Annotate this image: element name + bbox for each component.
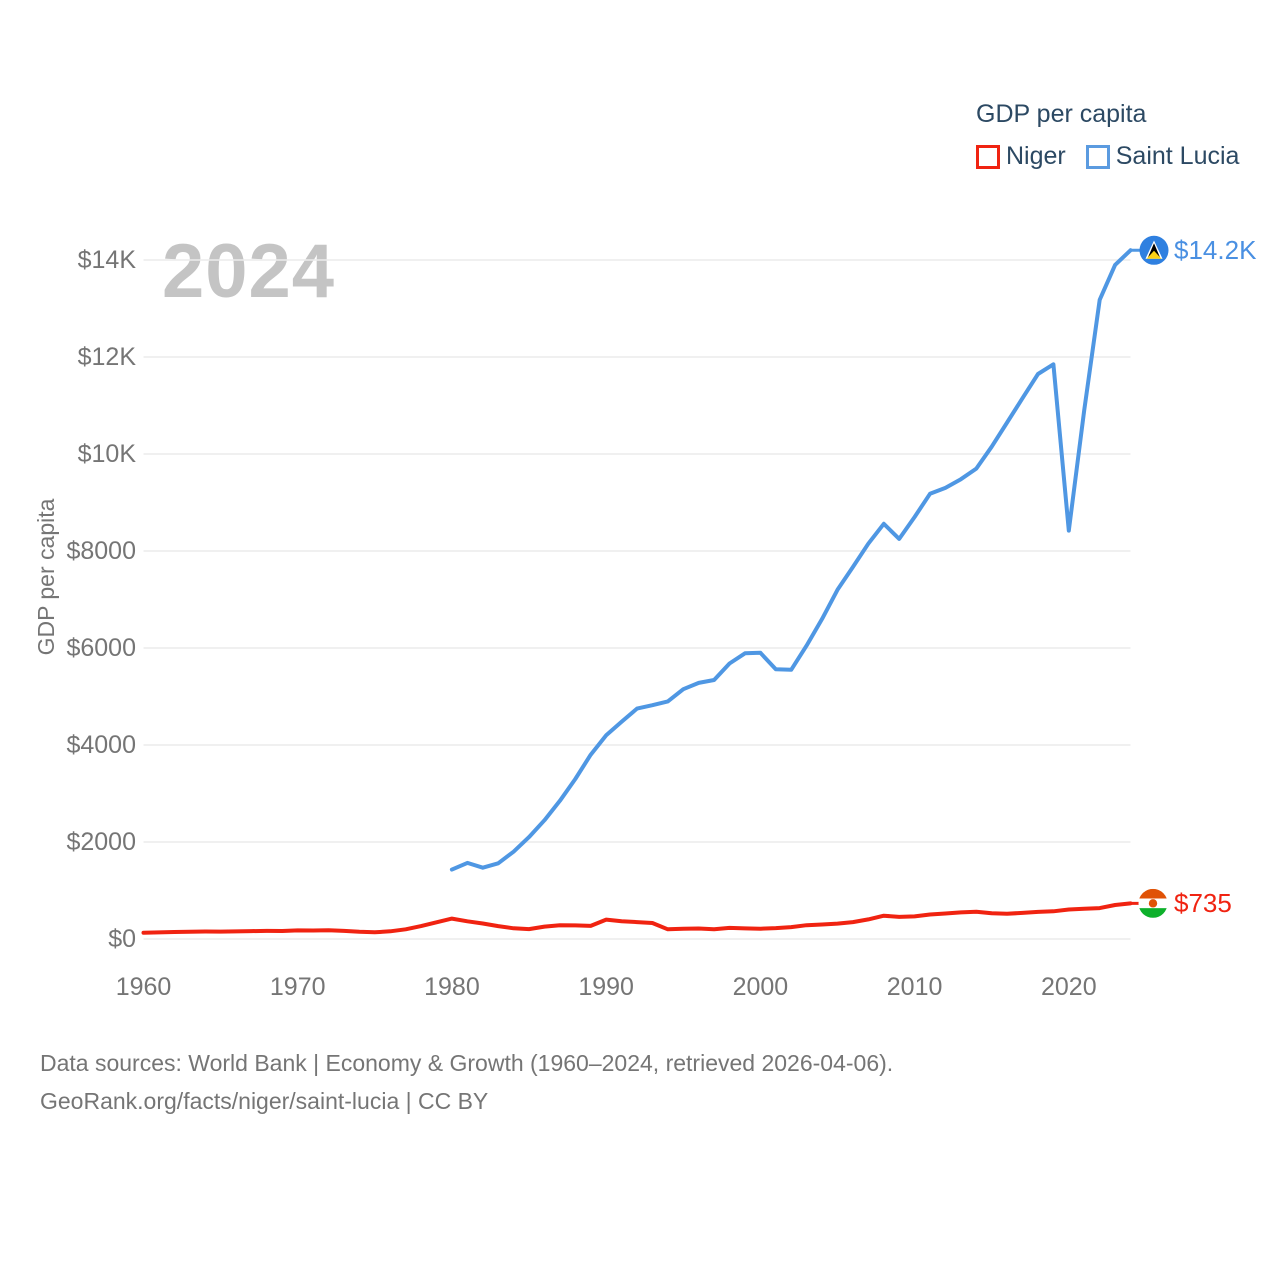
x-tick-1990: 1990 [578,973,634,1001]
y-tick-$14K: $14K [77,246,136,274]
x-tick-2020: 2020 [1041,973,1097,1001]
year-watermark: 2024 [162,229,336,314]
y-tick-$8000: $8000 [66,537,136,565]
x-tick-2000: 2000 [732,973,789,1001]
legend-row: Niger Saint Lucia [976,142,1239,171]
niger-line [141,901,1133,935]
y-tick-$0: $0 [108,925,136,953]
x-tick-1980: 1980 [424,973,480,1001]
niger-flag-icon [1138,888,1168,918]
legend-label-saint-lucia: Saint Lucia [1115,142,1240,170]
y-tick-$2000: $2000 [66,828,136,856]
legend-title: GDP per capita [976,100,1147,128]
y-tick-$4000: $4000 [66,731,136,759]
x-tick-1960: 1960 [115,973,172,1001]
y-tick-$12K: $12K [77,343,136,371]
footer-attribution: GeoRank.org/facts/niger/saint-lucia | CC… [40,1088,489,1114]
x-tick-2010: 2010 [886,973,943,1001]
y-tick-$6000: $6000 [66,634,136,662]
legend-item-niger[interactable]: Niger [976,142,1066,171]
footer: Data sources: World Bank | Economy & Gro… [40,1044,893,1120]
legend-item-saint-lucia[interactable]: Saint Lucia [1085,142,1240,171]
legend: GDP per capita Niger Saint Lucia [976,100,1239,171]
saint-lucia-line [449,248,1133,872]
saint-lucia-flag-icon [1139,235,1169,265]
legend-label-niger: Niger [1006,142,1066,170]
niger-swatch-icon [976,144,1000,169]
saint-lucia-swatch-icon [1085,144,1110,169]
niger-end-label: $735 [1174,888,1232,919]
footer-data-sources: Data sources: World Bank | Economy & Gro… [40,1050,894,1076]
y-tick-$10K: $10K [77,440,136,468]
saint-lucia-end-label: $14.2K [1174,235,1257,266]
x-tick-1970: 1970 [269,973,326,1001]
